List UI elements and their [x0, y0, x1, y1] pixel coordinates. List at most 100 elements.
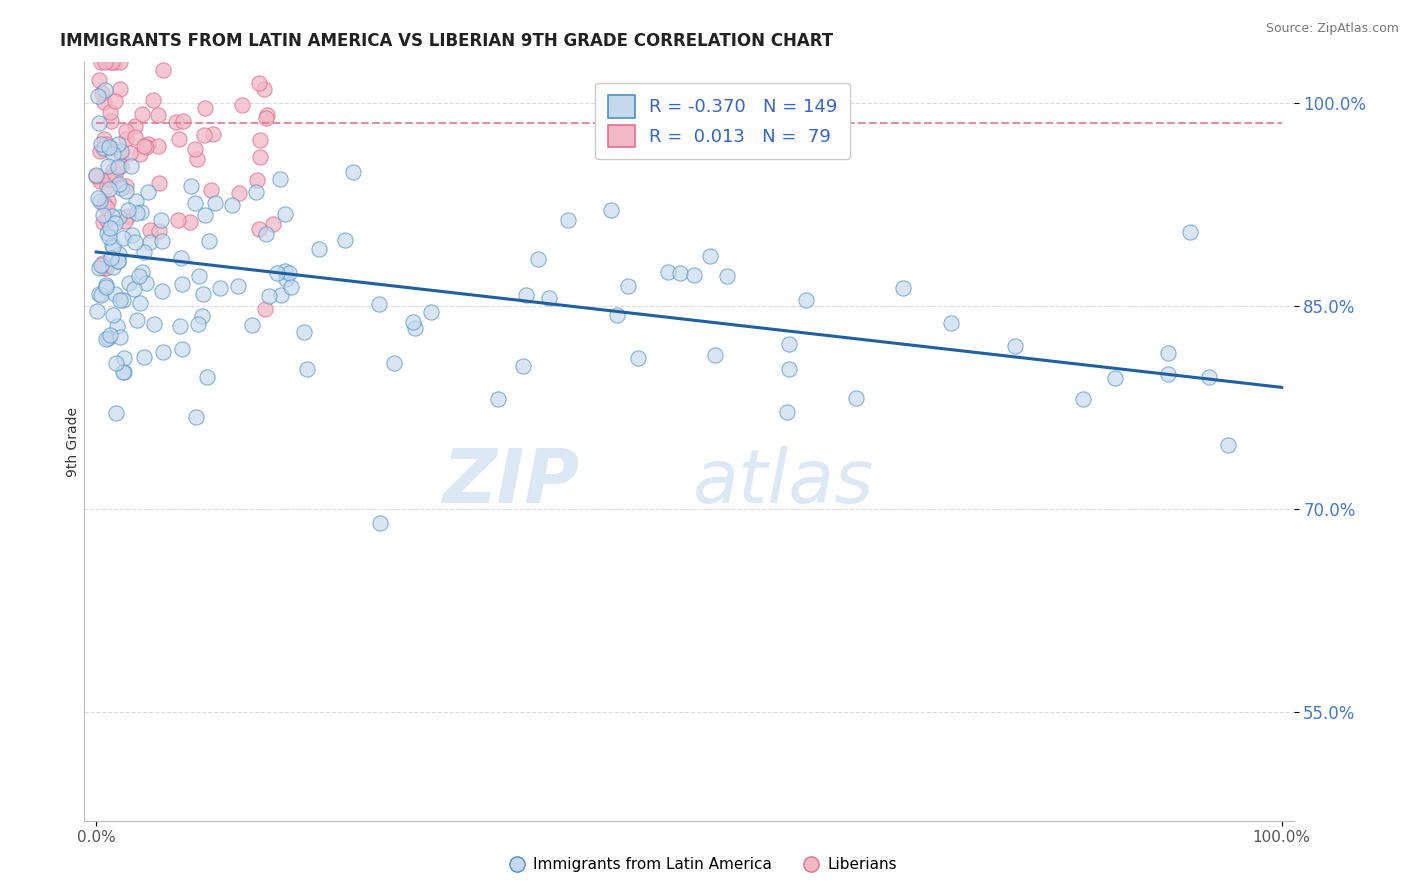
- Point: [107, 247, 129, 261]
- Point: [97, 140, 120, 154]
- Point: [221, 198, 243, 212]
- Point: [110, 55, 132, 70]
- Point: [101, 147, 124, 161]
- Point: [845, 392, 868, 406]
- Point: [778, 336, 800, 351]
- Point: [274, 207, 297, 221]
- Legend: Immigrants from Latin America, Liberians: Immigrants from Latin America, Liberians: [502, 849, 904, 880]
- Point: [139, 235, 162, 249]
- Point: [93, 132, 115, 146]
- Point: [231, 98, 253, 112]
- Point: [108, 210, 131, 224]
- Point: [138, 222, 160, 236]
- Point: [266, 266, 288, 280]
- Point: [142, 94, 165, 108]
- Point: [1071, 392, 1094, 406]
- Point: [136, 185, 159, 199]
- Point: [699, 249, 721, 263]
- Point: [115, 184, 138, 198]
- Point: [270, 288, 292, 302]
- Point: [204, 196, 226, 211]
- Point: [104, 55, 127, 70]
- Point: [93, 260, 115, 275]
- Point: [195, 370, 218, 384]
- Point: [100, 141, 122, 155]
- Point: [526, 252, 548, 267]
- Point: [669, 265, 692, 279]
- Point: [370, 516, 392, 531]
- Point: [274, 272, 297, 286]
- Point: [90, 136, 112, 151]
- Point: [91, 142, 114, 156]
- Point: [150, 284, 173, 298]
- Point: [90, 258, 112, 272]
- Point: [124, 235, 146, 249]
- Point: [105, 319, 128, 334]
- Point: [103, 260, 125, 275]
- Point: [104, 356, 127, 370]
- Point: [515, 288, 537, 302]
- Point: [131, 264, 153, 278]
- Point: [209, 281, 232, 295]
- Point: [94, 332, 117, 346]
- Point: [187, 318, 209, 332]
- Point: [114, 178, 136, 193]
- Point: [104, 286, 127, 301]
- Point: [228, 186, 250, 201]
- Point: [404, 320, 426, 334]
- Point: [134, 350, 156, 364]
- Point: [110, 329, 132, 343]
- Point: [100, 171, 122, 186]
- Point: [1104, 370, 1126, 384]
- Point: [335, 233, 357, 247]
- Point: [100, 209, 122, 223]
- Text: Source: ZipAtlas.com: Source: ZipAtlas.com: [1265, 22, 1399, 36]
- Point: [110, 144, 132, 158]
- Point: [128, 268, 150, 283]
- Point: [131, 107, 153, 121]
- Point: [115, 124, 138, 138]
- Point: [94, 277, 117, 292]
- Point: [124, 129, 146, 144]
- Y-axis label: 9th Grade: 9th Grade: [66, 407, 80, 476]
- Point: [94, 82, 117, 96]
- Point: [262, 217, 284, 231]
- Point: [91, 214, 114, 228]
- Point: [627, 351, 650, 366]
- Point: [107, 254, 129, 268]
- Point: [96, 137, 118, 152]
- Point: [91, 256, 114, 270]
- Point: [87, 261, 110, 276]
- Point: [111, 365, 134, 379]
- Point: [179, 215, 201, 229]
- Point: [101, 308, 124, 322]
- Point: [295, 362, 318, 376]
- Point: [1004, 339, 1026, 353]
- Point: [170, 251, 193, 265]
- Point: [1198, 370, 1220, 384]
- Point: [188, 269, 211, 284]
- Point: [104, 94, 127, 108]
- Point: [186, 153, 208, 167]
- Point: [108, 177, 131, 191]
- Point: [1157, 367, 1180, 381]
- Point: [180, 179, 202, 194]
- Point: [101, 240, 124, 254]
- Point: [89, 194, 111, 208]
- Point: [110, 147, 132, 161]
- Point: [254, 301, 277, 316]
- Point: [172, 113, 194, 128]
- Point: [246, 173, 269, 187]
- Point: [110, 159, 132, 173]
- Point: [242, 318, 264, 332]
- Point: [249, 133, 271, 147]
- Point: [247, 76, 270, 90]
- Point: [104, 216, 127, 230]
- Point: [91, 208, 114, 222]
- Point: [194, 208, 217, 222]
- Point: [125, 206, 148, 220]
- Point: [152, 344, 174, 359]
- Point: [98, 104, 121, 119]
- Legend: R = -0.370   N = 149, R =  0.013   N =  79: R = -0.370 N = 149, R = 0.013 N = 79: [595, 83, 851, 160]
- Point: [135, 276, 157, 290]
